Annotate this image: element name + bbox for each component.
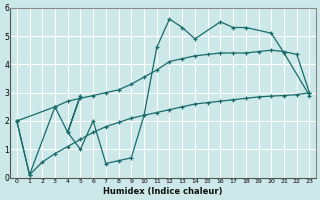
X-axis label: Humidex (Indice chaleur): Humidex (Indice chaleur) [103, 187, 223, 196]
